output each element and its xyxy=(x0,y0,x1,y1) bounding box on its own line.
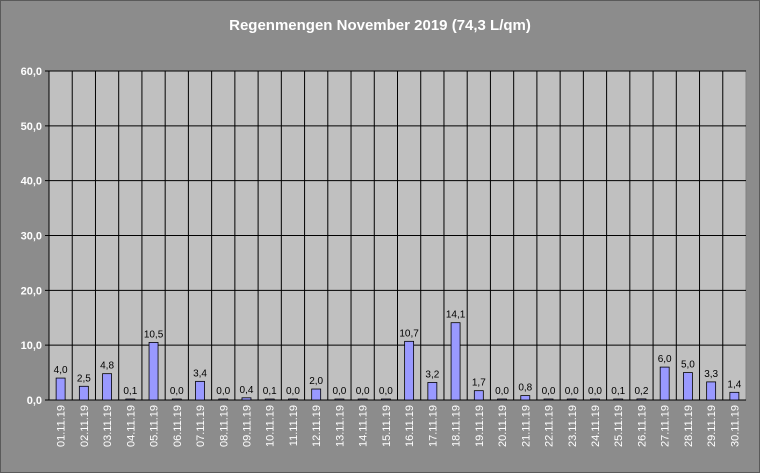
bar xyxy=(334,398,345,401)
bar xyxy=(427,382,438,401)
value-label: 14,1 xyxy=(446,310,466,321)
x-tick-label: 09.11.19 xyxy=(241,405,253,447)
value-label: 0,0 xyxy=(542,386,556,397)
bar xyxy=(311,388,322,401)
value-label: 0,1 xyxy=(123,386,137,397)
bar xyxy=(195,380,205,401)
y-tick-label: 60,0 xyxy=(21,66,42,78)
bar xyxy=(729,391,740,401)
value-label: 0,8 xyxy=(518,383,532,394)
value-label: 0,1 xyxy=(263,386,277,397)
x-tick-label: 24.11.19 xyxy=(590,405,602,447)
x-tick-label: 16.11.19 xyxy=(404,405,416,447)
value-label: 4,0 xyxy=(54,365,68,376)
value-label: 2,0 xyxy=(309,376,323,387)
x-tick-label: 01.11.19 xyxy=(56,405,68,447)
x-tick-label: 19.11.19 xyxy=(474,405,486,447)
value-label: 4,8 xyxy=(100,361,114,372)
value-label: 0,2 xyxy=(634,386,648,397)
x-tick-label: 15.11.19 xyxy=(381,405,393,447)
x-tick-label: 26.11.19 xyxy=(636,405,648,447)
bar xyxy=(473,390,484,401)
bar xyxy=(78,385,89,401)
value-label: 2,5 xyxy=(77,373,91,384)
value-label: 5,0 xyxy=(681,360,695,371)
value-label: 0,0 xyxy=(216,386,230,397)
value-label: 3,2 xyxy=(425,369,439,380)
value-label: 10,7 xyxy=(399,328,419,339)
y-tick-label: 20,0 xyxy=(21,285,42,297)
x-tick-label: 25.11.19 xyxy=(613,405,625,447)
value-label: 0,1 xyxy=(611,386,625,397)
y-tick-label: 30,0 xyxy=(21,231,42,243)
x-tick-label: 12.11.19 xyxy=(311,405,323,447)
x-tick-label: 23.11.19 xyxy=(567,405,579,447)
x-tick-label: 17.11.19 xyxy=(427,405,439,447)
y-tick-label: 40,0 xyxy=(21,176,42,188)
bar xyxy=(171,398,182,401)
x-tick-label: 27.11.19 xyxy=(660,405,672,447)
chart-title: Regenmengen November 2019 (74,3 L/qm) xyxy=(229,17,531,34)
bar xyxy=(636,398,647,401)
value-label: 0,0 xyxy=(495,386,509,397)
value-label: 3,4 xyxy=(193,368,207,379)
bar xyxy=(543,398,554,401)
value-label: 0,0 xyxy=(170,386,184,397)
x-tick-label: 10.11.19 xyxy=(265,405,277,447)
bar xyxy=(659,366,670,401)
x-tick-label: 28.11.19 xyxy=(683,405,695,447)
x-tick-label: 11.11.19 xyxy=(288,405,300,446)
x-tick-label: 04.11.19 xyxy=(125,405,137,447)
bar xyxy=(55,377,66,401)
value-label: 0,0 xyxy=(356,386,370,397)
value-label: 0,0 xyxy=(588,386,602,397)
value-label: 6,0 xyxy=(658,354,672,365)
x-tick-label: 03.11.19 xyxy=(102,405,114,447)
bar xyxy=(357,398,368,401)
bar xyxy=(706,381,717,401)
bar xyxy=(450,322,461,401)
bar xyxy=(497,398,507,401)
bar xyxy=(613,398,624,401)
value-label: 1,7 xyxy=(472,378,486,389)
bar xyxy=(380,398,391,401)
x-tick-label: 22.11.19 xyxy=(544,405,556,447)
bar xyxy=(148,342,159,401)
bar xyxy=(404,340,415,401)
x-tick-label: 02.11.19 xyxy=(79,405,91,447)
value-label: 1,4 xyxy=(727,379,741,390)
bar xyxy=(218,398,229,401)
bar xyxy=(683,372,693,401)
y-tick-label: 0,0 xyxy=(27,395,42,407)
y-tick-label: 50,0 xyxy=(21,121,42,133)
x-tick-label: 20.11.19 xyxy=(497,405,509,447)
bar xyxy=(241,397,252,401)
x-tick-label: 29.11.19 xyxy=(706,405,718,447)
x-tick-label: 06.11.19 xyxy=(172,405,184,447)
x-tick-label: 14.11.19 xyxy=(358,405,370,447)
x-tick-label: 08.11.19 xyxy=(218,405,230,447)
bar xyxy=(590,398,600,401)
value-label: 0,0 xyxy=(286,386,300,397)
value-label: 10,5 xyxy=(144,329,164,340)
value-label: 0,4 xyxy=(240,385,254,396)
value-label: 0,0 xyxy=(332,386,346,397)
x-tick-label: 18.11.19 xyxy=(451,405,463,447)
value-label: 0,0 xyxy=(565,386,579,397)
bar xyxy=(288,398,298,401)
value-label: 3,3 xyxy=(704,369,718,380)
value-label: 0,0 xyxy=(379,386,393,397)
bar xyxy=(264,398,275,401)
x-tick-label: 05.11.19 xyxy=(149,405,161,447)
x-tick-label: 30.11.19 xyxy=(729,405,741,447)
bar xyxy=(102,373,112,401)
bar xyxy=(566,398,577,401)
x-tick-label: 21.11.19 xyxy=(520,405,532,447)
bar xyxy=(125,398,136,401)
x-tick-label: 07.11.19 xyxy=(195,405,207,447)
x-tick-label: 13.11.19 xyxy=(334,405,346,447)
y-tick-label: 10,0 xyxy=(21,340,42,352)
bar xyxy=(520,395,531,401)
